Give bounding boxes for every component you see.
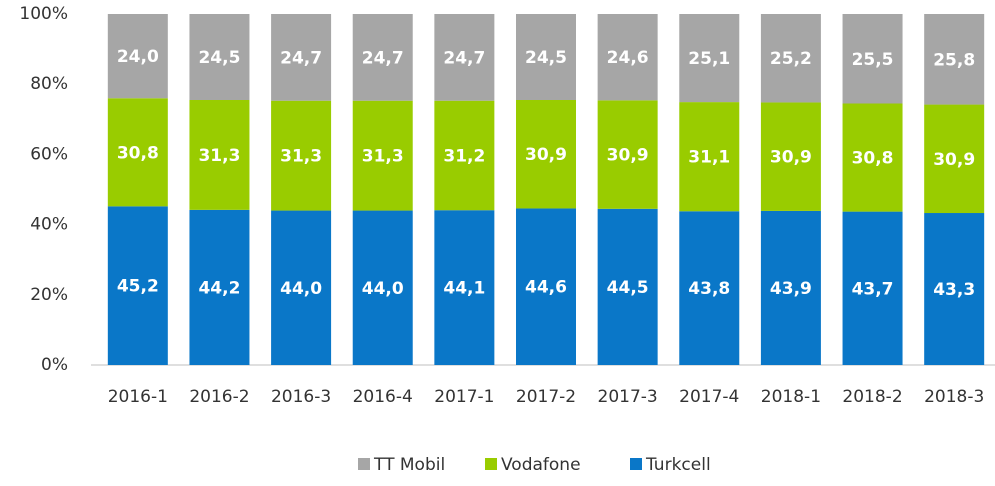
value-label: 25,8 xyxy=(933,50,975,70)
bar-segment xyxy=(434,14,495,101)
bar-segment xyxy=(271,100,332,211)
bar-segment xyxy=(760,102,821,211)
value-label: 31,3 xyxy=(362,147,404,167)
bar-segment xyxy=(352,100,413,211)
bar-segment xyxy=(842,14,903,104)
value-label: 44,0 xyxy=(280,279,322,299)
bar-segment xyxy=(189,99,250,210)
y-tick-label: 40% xyxy=(30,215,68,235)
value-label: 45,2 xyxy=(117,277,159,297)
value-label: 24,7 xyxy=(443,48,485,68)
legend-swatch xyxy=(358,458,370,470)
y-tick-label: 100% xyxy=(19,4,68,24)
bar-segment xyxy=(924,14,985,105)
legend-label: Turkcell xyxy=(645,455,711,475)
value-label: 44,6 xyxy=(525,278,567,298)
x-tick-label: 2016-3 xyxy=(271,387,331,407)
value-label: 44,0 xyxy=(362,279,404,299)
bar-segment xyxy=(679,14,740,103)
bar-segment xyxy=(924,104,985,214)
value-label: 24,5 xyxy=(525,48,567,68)
value-label: 30,9 xyxy=(933,150,975,170)
y-tick-label: 0% xyxy=(41,355,68,375)
y-tick-label: 80% xyxy=(30,74,68,94)
value-label: 43,7 xyxy=(852,279,894,299)
legend-swatch xyxy=(485,458,497,470)
bar-segment xyxy=(760,210,821,365)
bar-segment xyxy=(842,211,903,365)
value-label: 43,8 xyxy=(688,279,730,299)
bar-segment xyxy=(516,14,576,100)
bar-segment xyxy=(189,14,250,100)
value-label: 44,2 xyxy=(198,278,240,298)
bar-segment xyxy=(516,99,576,209)
x-tick-label: 2017-2 xyxy=(516,387,576,407)
bar-segment xyxy=(597,100,658,209)
x-tick-label: 2016-2 xyxy=(189,387,249,407)
bar-segment xyxy=(679,211,740,365)
x-tick-label: 2018-2 xyxy=(842,387,902,407)
bar-segment xyxy=(107,98,168,207)
y-tick-label: 60% xyxy=(30,144,68,164)
value-label: 30,9 xyxy=(607,146,649,166)
legend-swatch xyxy=(630,458,642,470)
value-label: 24,5 xyxy=(198,48,240,68)
bar-segment xyxy=(107,14,168,99)
x-tick-label: 2017-3 xyxy=(598,387,658,407)
x-tick-label: 2018-3 xyxy=(924,387,984,407)
value-label: 24,7 xyxy=(280,48,322,68)
value-label: 43,3 xyxy=(933,280,975,300)
bar-segment xyxy=(679,102,740,212)
bar-segment xyxy=(842,103,903,212)
value-label: 31,3 xyxy=(198,146,240,166)
value-label: 44,5 xyxy=(607,278,649,298)
value-label: 24,7 xyxy=(362,48,404,68)
bar-segment xyxy=(352,210,413,365)
value-label: 30,8 xyxy=(117,143,159,163)
value-label: 25,5 xyxy=(852,50,894,70)
bar-segment xyxy=(107,206,168,365)
bar-segment xyxy=(434,100,495,211)
x-tick-label: 2018-1 xyxy=(761,387,821,407)
bar-segment xyxy=(516,208,576,365)
value-label: 44,1 xyxy=(443,279,485,299)
legend-label: TT Mobil xyxy=(373,455,445,475)
bar-segment xyxy=(434,210,495,365)
bar-segment xyxy=(271,14,332,101)
value-label: 30,9 xyxy=(770,148,812,168)
bar-segment xyxy=(271,210,332,365)
value-label: 24,6 xyxy=(607,48,649,68)
x-tick-label: 2017-1 xyxy=(434,387,494,407)
value-label: 25,1 xyxy=(688,49,730,69)
value-label: 31,1 xyxy=(688,148,730,168)
bar-segment xyxy=(924,213,985,365)
bar-segment xyxy=(352,14,413,101)
value-label: 30,8 xyxy=(852,149,894,169)
value-label: 31,2 xyxy=(443,146,485,166)
x-tick-label: 2016-1 xyxy=(108,387,168,407)
x-tick-label: 2016-4 xyxy=(353,387,413,407)
bar-segment xyxy=(760,14,821,103)
bar-segment xyxy=(597,14,658,101)
y-tick-label: 20% xyxy=(30,285,68,305)
legend-label: Vodafone xyxy=(501,455,581,475)
value-label: 43,9 xyxy=(770,279,812,299)
value-label: 25,2 xyxy=(770,49,812,69)
value-label: 24,0 xyxy=(117,47,159,67)
x-tick-label: 2017-4 xyxy=(679,387,739,407)
value-label: 31,3 xyxy=(280,147,322,167)
bar-segment xyxy=(189,209,250,365)
value-label: 30,9 xyxy=(525,145,567,165)
bar-segment xyxy=(597,208,658,365)
